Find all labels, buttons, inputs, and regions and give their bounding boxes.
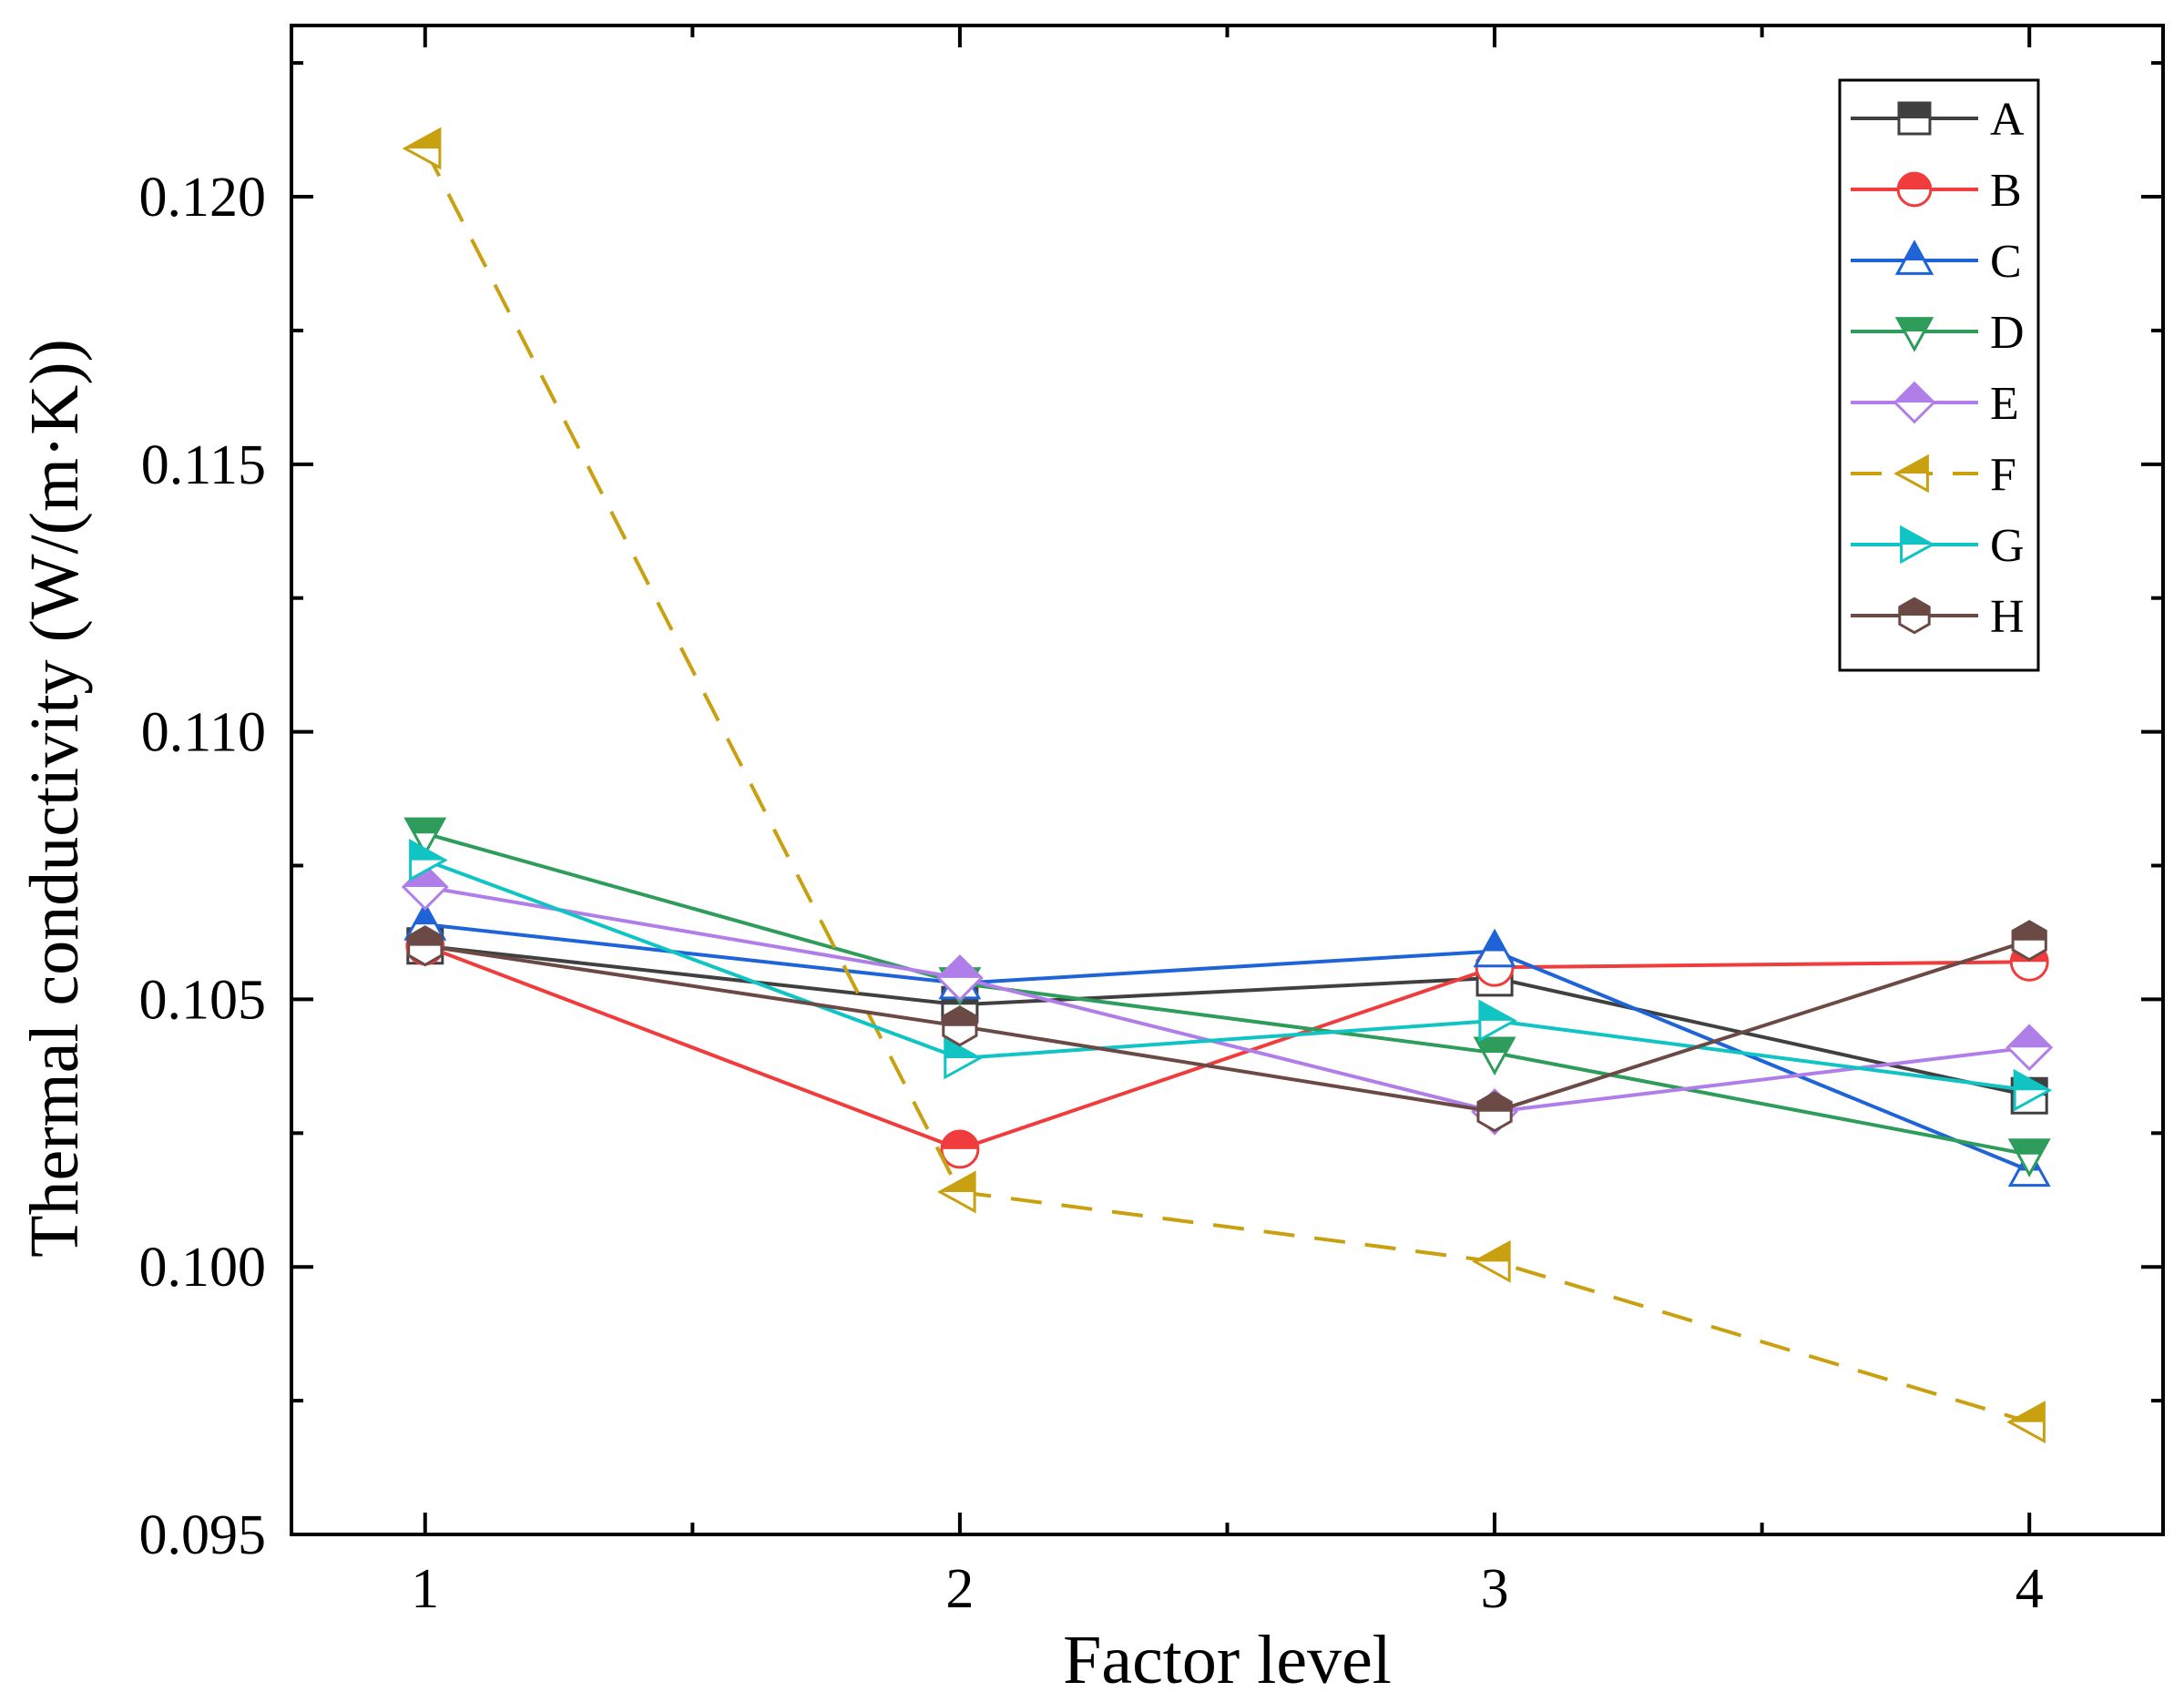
x-tick-label: 4 <box>2016 1558 2044 1620</box>
x-tick-label: 3 <box>1481 1558 1509 1620</box>
legend-label: D <box>1990 307 2025 359</box>
data-point-G-4 <box>2013 1068 2053 1112</box>
axes: 0.095 0.100 0.105 0.110 0.115 0.120 1 2 3 4 <box>139 24 2165 1620</box>
y-tick-label: 0.095 <box>139 1504 267 1566</box>
data-point-D-3 <box>1473 1036 1516 1076</box>
x-axis-title: Factor level <box>1063 1622 1392 1698</box>
legend-label: H <box>1990 591 2025 643</box>
y-tick-label: 0.105 <box>139 969 267 1031</box>
series-line-E <box>424 885 2030 1114</box>
data-point-G-1 <box>409 839 448 882</box>
series-G <box>409 839 2053 1112</box>
data-point-D-4 <box>2007 1138 2051 1177</box>
legend-marker-C <box>1894 240 1934 275</box>
data-point-E-2 <box>936 954 984 1002</box>
data-point-H-1 <box>407 925 444 967</box>
legend-item-H: H <box>1851 591 2025 643</box>
series-line-F <box>424 148 2030 1424</box>
legend-box <box>1838 78 2040 672</box>
data-point-H-4 <box>2011 920 2047 962</box>
series-E <box>401 863 2054 1136</box>
series-line-A <box>424 943 2030 1098</box>
legend-marker-G <box>1900 525 1935 565</box>
data-point-F-2 <box>936 1170 976 1214</box>
y-axis-title: Thermal conductivity (W/(m·K)) <box>16 339 93 1258</box>
series-line-B <box>424 943 2030 1152</box>
legend-marker-E <box>1893 381 1936 424</box>
data-point-F-1 <box>402 127 442 170</box>
data-point-B-2 <box>940 1129 980 1169</box>
data-point-C-3 <box>1473 928 1516 968</box>
series-line-G <box>424 858 2030 1093</box>
data-point-F-4 <box>2006 1401 2046 1444</box>
plot-area <box>401 127 2054 1444</box>
y-tick-label: 0.120 <box>139 167 267 229</box>
legend-marker-F <box>1893 454 1929 494</box>
legend-item-E: E <box>1851 378 2019 430</box>
legend-item-B: B <box>1851 165 2022 217</box>
data-point-H-2 <box>942 1005 978 1047</box>
legend-label: C <box>1990 236 2022 288</box>
data-point-D-1 <box>403 817 447 857</box>
series-A <box>406 927 2048 1115</box>
legend-label: B <box>1990 165 2022 217</box>
y-tick-label: 0.110 <box>141 702 266 764</box>
legend-item-C: C <box>1851 236 2022 288</box>
series-line-C <box>424 922 2030 1173</box>
y-tick-label: 0.100 <box>139 1237 267 1299</box>
data-point-F-3 <box>1472 1239 1511 1283</box>
legend-label: E <box>1990 378 2019 430</box>
legend-item-F: F <box>1851 449 2016 501</box>
legend-marker-D <box>1894 317 1934 352</box>
series-B <box>405 926 2049 1169</box>
x-tick-label: 1 <box>411 1558 439 1620</box>
series-F <box>402 127 2046 1444</box>
data-point-H-3 <box>1476 1091 1513 1133</box>
legend-label: G <box>1990 520 2025 572</box>
series-H <box>407 920 2047 1133</box>
legend-item-A: A <box>1851 94 2025 146</box>
legend-marker-B <box>1896 171 1933 208</box>
legend-marker-A <box>1897 101 1932 136</box>
x-tick-label: 2 <box>945 1558 974 1620</box>
data-point-G-2 <box>944 1036 983 1080</box>
y-tick-label: 0.115 <box>141 434 266 496</box>
legend-item-G: G <box>1851 520 2025 572</box>
data-point-E-4 <box>2005 1024 2054 1072</box>
legend-marker-H <box>1898 596 1931 635</box>
legend-label: F <box>1990 449 2016 501</box>
series-D <box>403 817 2051 1177</box>
series-line-D <box>424 831 2030 1157</box>
data-point-G-3 <box>1478 999 1518 1043</box>
legend-item-D: D <box>1851 307 2025 359</box>
legend-label: A <box>1990 94 2025 146</box>
series-line-H <box>424 938 2030 1114</box>
